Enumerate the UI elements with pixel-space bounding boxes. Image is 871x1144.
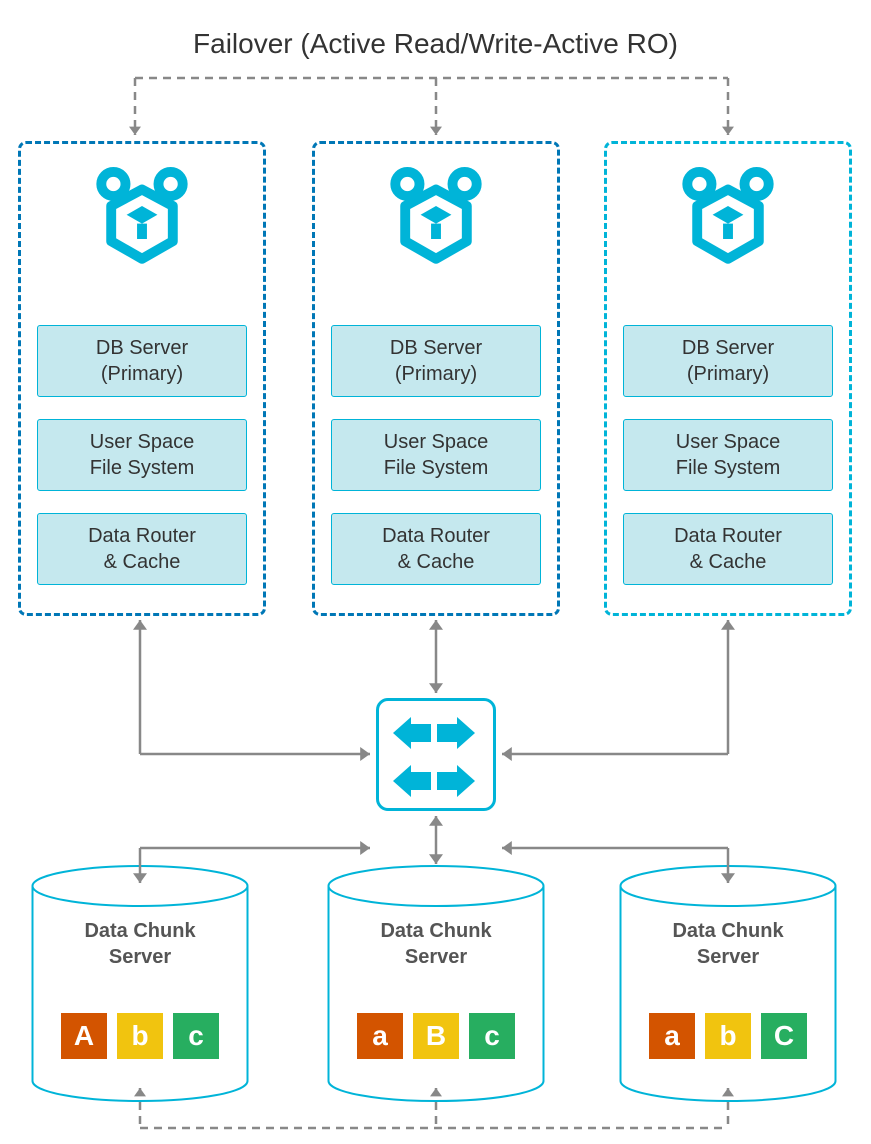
diagram-title: Failover (Active Read/Write-Active RO) xyxy=(0,28,871,60)
data-chunk-b: B xyxy=(413,1013,459,1059)
data-chunk-c: C xyxy=(761,1013,807,1059)
data-chunk-a: a xyxy=(649,1013,695,1059)
server-component: DB Server(Primary) xyxy=(623,325,833,397)
server-logo-icon xyxy=(673,162,783,277)
server-node-1: DB Server(Primary) User SpaceFile System D… xyxy=(312,141,560,616)
data-chunk-c: c xyxy=(469,1013,515,1059)
server-logo-icon xyxy=(87,162,197,277)
server-logo-icon xyxy=(381,162,491,277)
data-chunk-a: a xyxy=(357,1013,403,1059)
chunk-server-label: Data ChunkServer xyxy=(621,918,836,970)
server-component: Data Router& Cache xyxy=(331,513,541,585)
router-switch-icon xyxy=(376,698,496,811)
server-node-2: DB Server(Primary) User SpaceFile System D… xyxy=(604,141,852,616)
data-chunk-b: b xyxy=(705,1013,751,1059)
chunk-server-label: Data ChunkServer xyxy=(329,918,544,970)
server-component: DB Server(Primary) xyxy=(37,325,247,397)
server-component: User SpaceFile System xyxy=(331,419,541,491)
server-component: Data Router& Cache xyxy=(623,513,833,585)
server-component: Data Router& Cache xyxy=(37,513,247,585)
data-chunk-b: b xyxy=(117,1013,163,1059)
server-component: User SpaceFile System xyxy=(623,419,833,491)
server-node-0: DB Server(Primary) User SpaceFile System D… xyxy=(18,141,266,616)
chunk-server-label: Data ChunkServer xyxy=(33,918,248,970)
data-chunk-c: c xyxy=(173,1013,219,1059)
server-component: User SpaceFile System xyxy=(37,419,247,491)
server-component: DB Server(Primary) xyxy=(331,325,541,397)
data-chunk-a: A xyxy=(61,1013,107,1059)
